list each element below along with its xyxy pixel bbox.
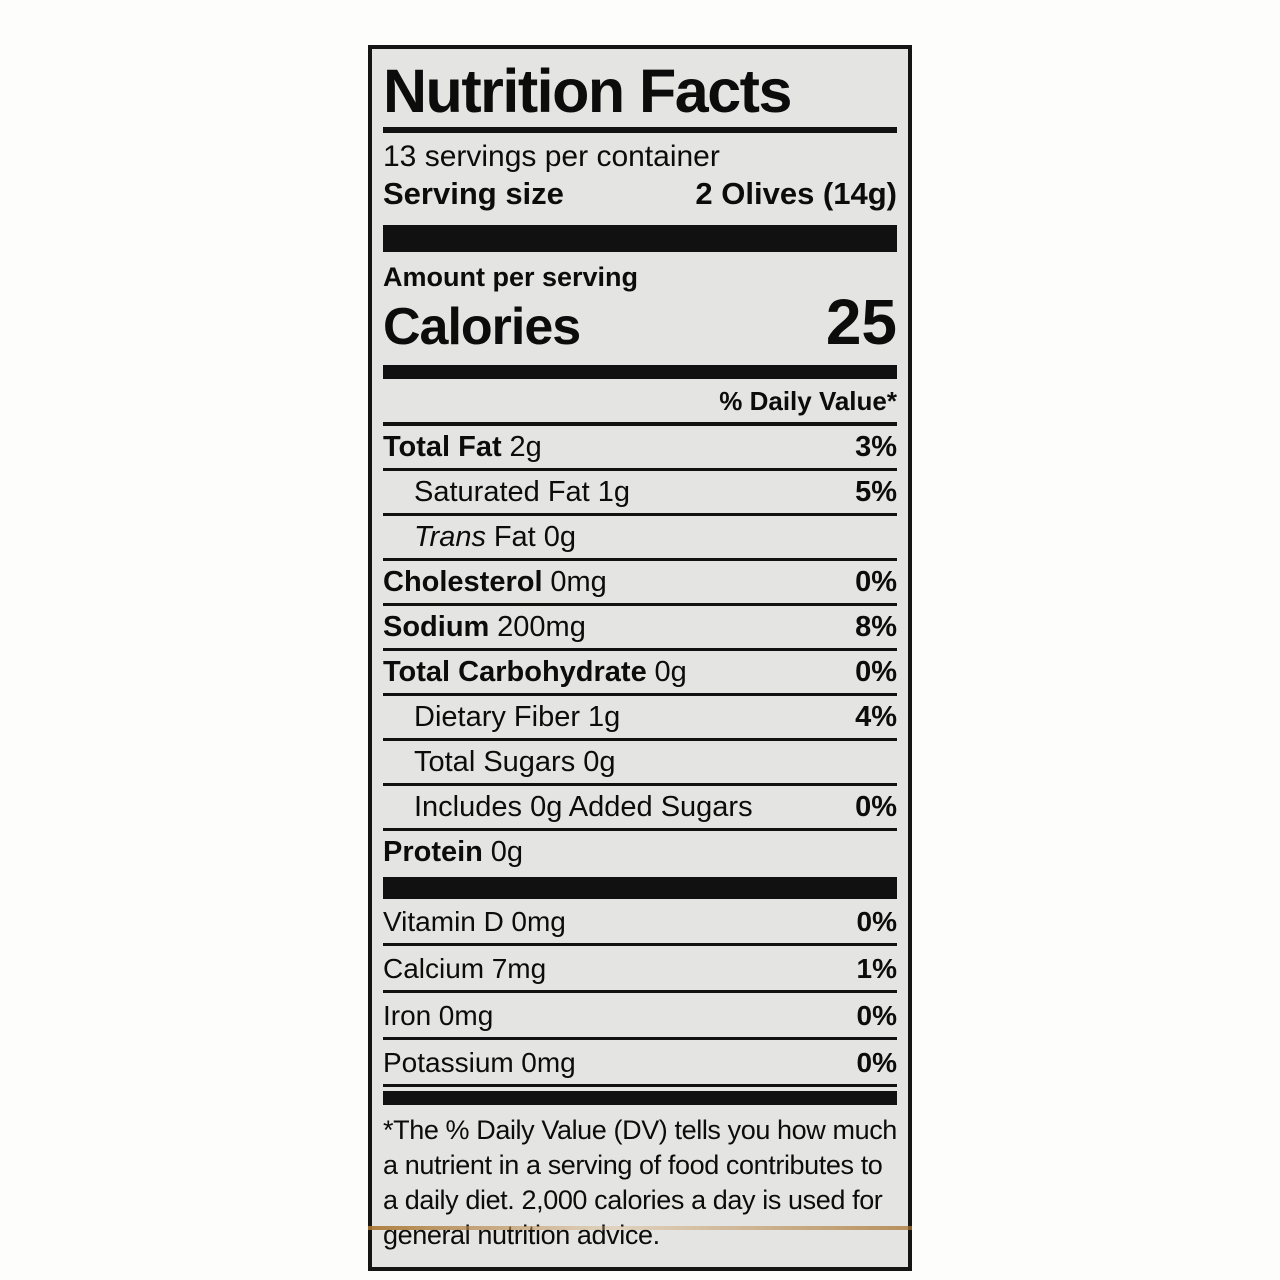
separator-bar-medium [383,1091,897,1105]
separator-bar-medium [383,365,897,379]
vitamin-row-vitamin-d: Vitamin D 0mg 0% [383,899,897,946]
nutrient-name: Total Fat 2g [383,431,542,463]
nutrition-facts-label: Nutrition Facts 13 servings per containe… [368,45,912,1271]
nutrient-name: Sodium 200mg [383,611,586,643]
vitamin-name: Vitamin D 0mg [383,906,566,937]
servings-per-container: 13 servings per container [383,140,720,173]
serving-size-value: 2 Olives (14g) [695,176,897,211]
nutrient-row-cholesterol: Cholesterol 0mg 0% [383,561,897,606]
calories-label: Calories [383,298,581,356]
nutrient-amount: 2g [509,431,542,463]
serving-size-row: Serving size 2 Olives (14g) [383,175,897,213]
nutrient-dv: 8% [855,611,897,643]
calories-value: 25 [825,286,897,358]
vitamin-amount: 0mg [438,1000,494,1031]
nutrient-dv: 0% [855,656,897,688]
vitamin-dv: 0% [856,1047,897,1078]
nutrient-dv: 4% [855,701,897,733]
nutrient-amount: 200mg [497,611,586,643]
nutrient-amount: 0g [654,656,687,688]
nutrient-row-total-fat: Total Fat 2g 3% [383,426,897,471]
serving-size-label: Serving size [383,176,564,211]
vitamin-amount: 0mg [511,906,566,937]
vitamin-dv: 0% [856,1000,897,1031]
nutrient-dv: 3% [855,431,897,463]
label-title: Nutrition Facts [383,57,792,125]
vitamin-name: Iron 0mg [383,1000,494,1031]
nutrient-row-sodium: Sodium 200mg 8% [383,606,897,651]
vitamin-amount: 7mg [491,953,547,984]
nutrient-name: Trans Fat 0g [414,521,577,553]
nutrient-name: Dietary Fiber 1g [414,701,621,733]
vitamin-name: Calcium 7mg [383,953,547,984]
title-rule [383,127,897,133]
nutrient-row-total-sugars: Total Sugars 0g [383,741,897,786]
vitamin-amount: 0mg [521,1047,576,1078]
nutrient-row-saturated-fat: Saturated Fat 1g 5% [383,471,897,516]
nutrient-name: Total Carbohydrate 0g [383,656,687,688]
separator-bar-thick [383,225,897,252]
package-edge-sliver [368,1226,912,1230]
nutrient-amount: 0g [490,836,523,868]
nutrient-row-added-sugars: Includes 0g Added Sugars 0% [383,786,897,831]
nutrient-dv: 0% [855,566,897,598]
nutrient-name: Protein 0g [383,836,523,868]
nutrient-row-total-carbohydrate: Total Carbohydrate 0g 0% [383,651,897,696]
vitamin-row-potassium: Potassium 0mg 0% [383,1040,897,1087]
nutrient-dv: 5% [855,476,897,508]
amount-per-serving: Amount per serving [383,262,639,292]
vitamin-row-iron: Iron 0mg 0% [383,993,897,1040]
nutrient-name: Saturated Fat 1g [414,476,631,508]
nutrient-amount: 0mg [550,566,607,598]
vitamin-dv: 0% [856,906,897,937]
nutrient-amount: Fat 0g [493,521,577,553]
daily-value-footnote: *The % Daily Value (DV) tells you how mu… [383,1115,897,1250]
vitamin-name: Potassium 0mg [383,1047,576,1078]
nutrient-name: Total Sugars 0g [414,746,616,778]
nutrient-row-dietary-fiber: Dietary Fiber 1g 4% [383,696,897,741]
nutrient-name: Cholesterol 0mg [383,566,607,598]
calories-row: Calories 25 [383,286,897,358]
vitamin-dv: 1% [856,953,897,984]
daily-value-header: % Daily Value* [383,379,897,426]
separator-bar-thick [383,877,897,899]
nutrient-row-trans-fat: Trans Fat 0g [383,516,897,561]
nutrient-row-protein: Protein 0g [383,831,897,873]
vitamin-row-calcium: Calcium 7mg 1% [383,946,897,993]
nutrient-name: Includes 0g Added Sugars [414,791,753,823]
nutrient-dv: 0% [855,791,897,823]
